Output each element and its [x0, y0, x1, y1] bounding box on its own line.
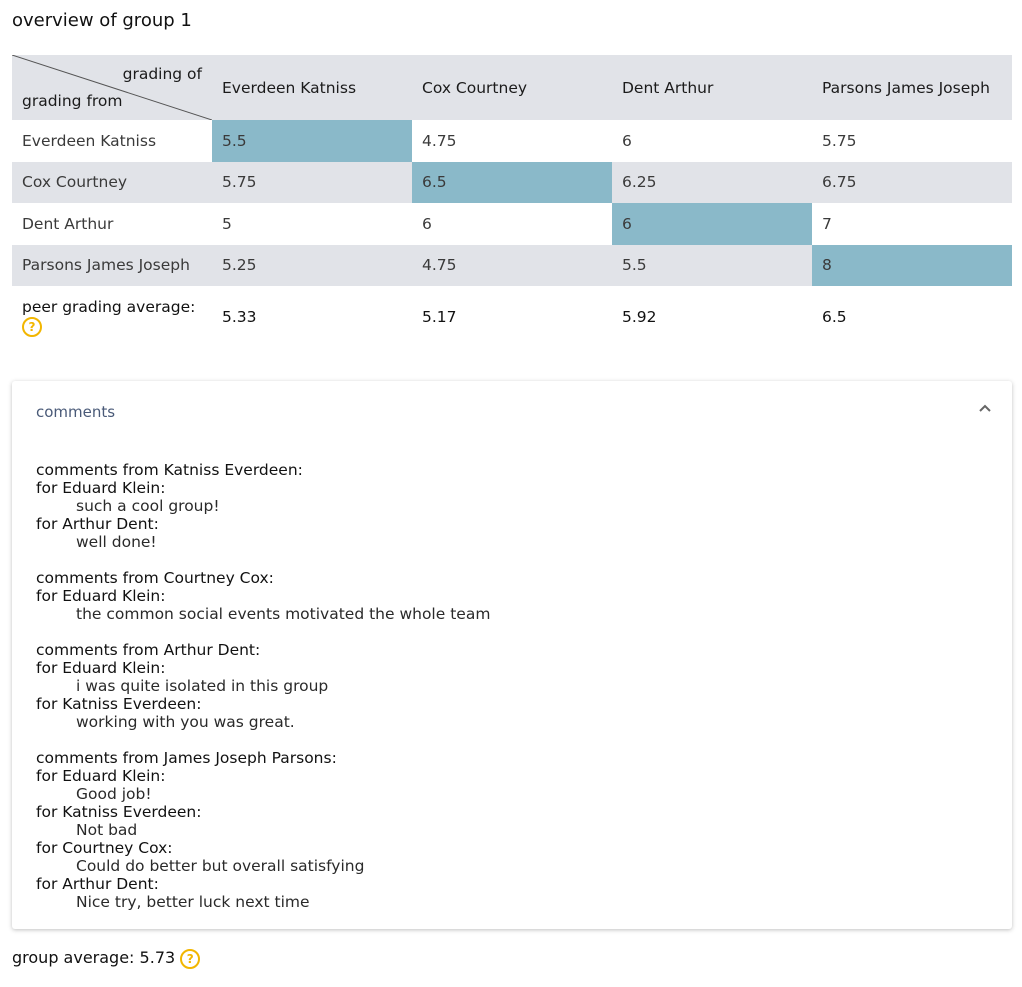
column-header: Parsons James Joseph: [822, 78, 990, 97]
comment-recipient: for Eduard Klein:: [36, 479, 166, 497]
grade-cell: 7: [822, 214, 832, 233]
grade-cell-self: 5.5: [212, 120, 412, 162]
comment-text: Not bad: [76, 821, 138, 839]
comment-text: Could do better but overall satisfying: [76, 857, 365, 875]
grade-cell: 5.75: [822, 131, 857, 150]
comment-group: comments from Arthur Dent: for Eduard Kl…: [36, 641, 490, 731]
grade-cell: 6.25: [622, 173, 657, 192]
comment-text: such a cool group!: [76, 497, 220, 515]
comment-recipient: for Eduard Klein:: [36, 587, 166, 605]
comments-panel-header[interactable]: comments: [36, 403, 116, 421]
comment-recipient: for Katniss Everdeen:: [36, 695, 202, 713]
group-average-label: group average:: [12, 948, 135, 967]
help-icon[interactable]: ?: [180, 948, 201, 969]
average-value: 5.92: [622, 308, 657, 326]
table-row: Parsons James Joseph 5.25 4.75 5.5 8: [12, 244, 1012, 286]
row-header: Cox Courtney: [22, 173, 128, 192]
average-value: 5.33: [222, 308, 257, 326]
comment-author: comments from Katniss Everdeen:: [36, 461, 303, 479]
group-average-value: 5.73: [139, 948, 176, 967]
comment-text: Nice try, better luck next time: [76, 893, 310, 911]
page-title: overview of group 1: [12, 10, 192, 31]
comment-author: comments from James Joseph Parsons:: [36, 749, 337, 767]
comment-text: i was quite isolated in this group: [76, 677, 329, 695]
comment-text: well done!: [76, 533, 157, 551]
grade-cell: 5: [222, 214, 232, 233]
comment-group: comments from Katniss Everdeen: for Edua…: [36, 461, 490, 551]
table-header-row: grading of grading from Everdeen Katniss…: [12, 55, 1012, 120]
grade-cell: 4.75: [422, 256, 457, 275]
corner-label-grading-from: grading from: [22, 92, 123, 110]
comment-recipient: for Katniss Everdeen:: [36, 803, 202, 821]
comment-text: the common social events motivated the w…: [76, 605, 491, 623]
average-value: 5.17: [422, 308, 457, 326]
column-header: Everdeen Katniss: [222, 78, 357, 97]
comment-recipient: for Arthur Dent:: [36, 515, 159, 533]
average-value: 6.5: [822, 308, 847, 326]
row-header: Dent Arthur: [22, 214, 114, 233]
comment-group: comments from Courtney Cox: for Eduard K…: [36, 569, 490, 623]
comment-recipient: for Eduard Klein:: [36, 659, 166, 677]
comment-author: comments from Courtney Cox:: [36, 569, 274, 587]
comment-text: working with you was great.: [76, 713, 295, 731]
grade-cell-self: 6.5: [412, 161, 612, 203]
table-row: Cox Courtney 5.75 6.5 6.25 6.75: [12, 161, 1012, 203]
help-icon[interactable]: ?: [22, 317, 42, 338]
table-row: Everdeen Katniss 5.5 4.75 6 5.75: [12, 120, 1012, 162]
grade-cell: 6: [622, 131, 632, 150]
grade-cell: 6: [422, 214, 432, 233]
comment-group: comments from James Joseph Parsons: for …: [36, 749, 490, 911]
grading-table: grading of grading from Everdeen Katniss…: [12, 55, 1012, 348]
grade-cell: 5.25: [222, 256, 257, 275]
comment-author: comments from Arthur Dent:: [36, 641, 261, 659]
grade-cell-self: 6: [612, 203, 812, 245]
chevron-up-icon[interactable]: [978, 401, 992, 415]
row-header: Everdeen Katniss: [22, 131, 157, 150]
average-label-cell: peer grading average: ?: [12, 286, 212, 348]
grade-cell: 6.75: [822, 173, 857, 192]
average-row: peer grading average: ? 5.33 5.17 5.92 6…: [12, 286, 1012, 348]
diagonal-divider: [12, 55, 212, 120]
grade-cell: 4.75: [422, 131, 457, 150]
group-average: group average: 5.73 ?: [12, 948, 201, 969]
row-header: Parsons James Joseph: [22, 256, 190, 275]
table-row: Dent Arthur 5 6 6 7: [12, 203, 1012, 245]
comments-list: comments from Katniss Everdeen: for Edua…: [36, 461, 490, 929]
comment-recipient: for Arthur Dent:: [36, 875, 159, 893]
table-corner-cell: grading of grading from: [12, 55, 212, 120]
comment-text: Good job!: [76, 785, 152, 803]
column-header: Dent Arthur: [622, 78, 714, 97]
grade-cell: 5.5: [622, 256, 647, 275]
column-header: Cox Courtney: [422, 78, 528, 97]
grade-cell-self: 8: [812, 244, 1012, 286]
comment-recipient: for Courtney Cox:: [36, 839, 173, 857]
corner-label-grading-of: grading of: [122, 65, 202, 83]
comment-recipient: for Eduard Klein:: [36, 767, 166, 785]
comments-panel: comments comments from Katniss Everdeen:…: [12, 381, 1012, 929]
peer-average-label: peer grading average:: [22, 297, 196, 316]
grade-cell: 5.75: [222, 173, 257, 192]
